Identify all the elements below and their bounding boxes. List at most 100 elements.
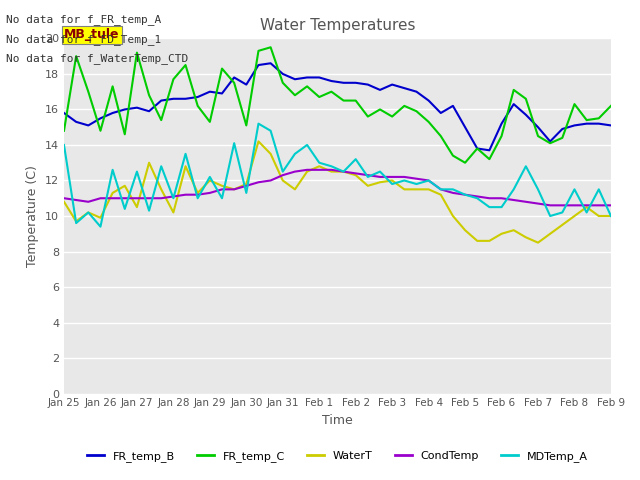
CondTemp: [255, 180, 262, 185]
CondTemp: [218, 186, 226, 192]
CondTemp: [595, 203, 603, 208]
WaterT: [595, 213, 603, 219]
WaterT: [255, 139, 262, 144]
FR_temp_C: [291, 92, 299, 98]
FR_temp_C: [303, 84, 311, 89]
WaterT: [303, 168, 311, 174]
Line: FR_temp_B: FR_temp_B: [64, 63, 611, 150]
FR_temp_B: [376, 87, 384, 93]
MDTemp_A: [474, 195, 481, 201]
CondTemp: [84, 199, 92, 204]
CondTemp: [571, 203, 579, 208]
CondTemp: [449, 190, 457, 196]
WaterT: [109, 190, 116, 196]
WaterT: [547, 231, 554, 237]
FR_temp_B: [60, 110, 68, 116]
FR_temp_B: [510, 101, 518, 107]
WaterT: [291, 186, 299, 192]
CondTemp: [583, 203, 591, 208]
MDTemp_A: [243, 190, 250, 196]
FR_temp_C: [206, 119, 214, 125]
CondTemp: [388, 174, 396, 180]
MDTemp_A: [230, 140, 238, 146]
WaterT: [84, 210, 92, 216]
CondTemp: [230, 186, 238, 192]
FR_temp_C: [145, 92, 153, 98]
FR_temp_C: [328, 89, 335, 95]
FR_temp_B: [595, 121, 603, 127]
FR_temp_C: [486, 156, 493, 162]
FR_temp_B: [352, 80, 360, 85]
FR_temp_B: [461, 124, 469, 130]
WaterT: [461, 228, 469, 233]
FR_temp_B: [97, 115, 104, 121]
FR_temp_B: [255, 62, 262, 68]
FR_temp_B: [218, 91, 226, 96]
FR_temp_C: [534, 133, 542, 139]
FR_temp_B: [401, 85, 408, 91]
WaterT: [510, 228, 518, 233]
CondTemp: [522, 199, 530, 204]
MDTemp_A: [267, 128, 275, 133]
MDTemp_A: [218, 195, 226, 201]
Y-axis label: Temperature (C): Temperature (C): [26, 165, 40, 267]
FR_temp_B: [291, 76, 299, 82]
FR_temp_C: [449, 153, 457, 158]
Text: No data for f_FD_Temp_1: No data for f_FD_Temp_1: [6, 34, 162, 45]
FR_temp_B: [583, 121, 591, 127]
FR_temp_B: [243, 82, 250, 87]
FR_temp_B: [534, 124, 542, 130]
WaterT: [437, 192, 445, 198]
MDTemp_A: [559, 210, 566, 216]
FR_temp_C: [413, 108, 420, 114]
MDTemp_A: [571, 186, 579, 192]
MDTemp_A: [595, 186, 603, 192]
MDTemp_A: [425, 178, 433, 183]
WaterT: [157, 186, 165, 192]
MDTemp_A: [413, 181, 420, 187]
MDTemp_A: [206, 174, 214, 180]
WaterT: [206, 178, 214, 183]
FR_temp_C: [425, 119, 433, 125]
FR_temp_C: [547, 140, 554, 146]
WaterT: [401, 186, 408, 192]
MDTemp_A: [401, 178, 408, 183]
MDTemp_A: [388, 181, 396, 187]
MDTemp_A: [340, 168, 348, 174]
FR_temp_C: [607, 103, 615, 109]
WaterT: [328, 168, 335, 174]
CondTemp: [157, 195, 165, 201]
MDTemp_A: [486, 204, 493, 210]
FR_temp_B: [559, 126, 566, 132]
FR_temp_B: [182, 96, 189, 102]
FR_temp_B: [170, 96, 177, 102]
MDTemp_A: [182, 151, 189, 156]
FR_temp_C: [84, 89, 92, 95]
CondTemp: [303, 167, 311, 173]
WaterT: [145, 160, 153, 166]
WaterT: [194, 190, 202, 196]
CondTemp: [376, 174, 384, 180]
FR_temp_C: [388, 114, 396, 120]
MDTemp_A: [376, 168, 384, 174]
WaterT: [352, 172, 360, 178]
WaterT: [486, 238, 493, 244]
WaterT: [121, 183, 129, 189]
CondTemp: [461, 192, 469, 198]
FR_temp_B: [133, 105, 141, 110]
CondTemp: [328, 167, 335, 173]
FR_temp_C: [133, 50, 141, 56]
CondTemp: [194, 192, 202, 198]
CondTemp: [364, 172, 372, 178]
CondTemp: [243, 183, 250, 189]
MDTemp_A: [449, 186, 457, 192]
FR_temp_C: [182, 62, 189, 68]
MDTemp_A: [60, 142, 68, 148]
Title: Water Temperatures: Water Temperatures: [260, 18, 415, 33]
WaterT: [279, 178, 287, 183]
WaterT: [449, 213, 457, 219]
FR_temp_C: [60, 128, 68, 133]
CondTemp: [607, 203, 615, 208]
FR_temp_C: [72, 53, 80, 59]
WaterT: [474, 238, 481, 244]
